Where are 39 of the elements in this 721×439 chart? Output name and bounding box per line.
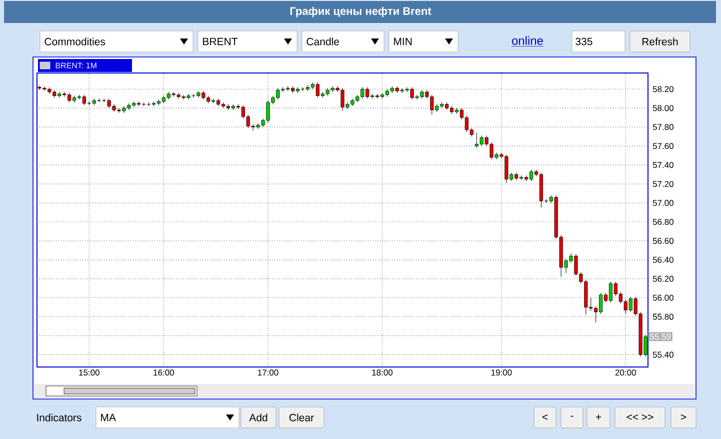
y-tick-label: 55.80 xyxy=(652,314,674,320)
text: Clear xyxy=(289,414,314,422)
text: + xyxy=(596,414,602,420)
y-tick-label: 56.20 xyxy=(652,276,674,282)
y-tick-label: 57.20 xyxy=(652,180,674,187)
text: MA xyxy=(101,414,116,422)
text: MIN xyxy=(394,38,412,46)
x-tick-label: 15:00 xyxy=(79,370,100,376)
text: BRENT: 1M xyxy=(56,62,96,68)
y-tick-label: 56.60 xyxy=(652,238,674,244)
y-tick-label: 55.40 xyxy=(652,352,674,358)
x-tick-label: 17:00 xyxy=(258,370,278,376)
text: - xyxy=(570,416,574,417)
text: < xyxy=(542,414,548,420)
y-tick-label: 56.80 xyxy=(652,218,674,225)
text: Indicators xyxy=(37,414,82,422)
y-tick-label: 57.00 xyxy=(652,200,674,206)
text: Add xyxy=(249,414,268,422)
text: << >> xyxy=(626,414,654,420)
y-tick-label: 57.80 xyxy=(652,124,674,130)
y-tick-label: 56.40 xyxy=(652,256,674,263)
text: 335 xyxy=(576,38,592,46)
text: online xyxy=(512,36,543,45)
x-tick-label: 19:00 xyxy=(491,370,512,376)
text: Commodities xyxy=(44,38,106,46)
y-tick-label: 58.20 xyxy=(652,86,674,92)
y-tick-label: 56.00 xyxy=(652,294,674,301)
text: Refresh xyxy=(642,38,678,46)
text: BRENT xyxy=(203,38,238,46)
text: Candle xyxy=(306,38,339,46)
y-tick-label: 58.00 xyxy=(652,105,674,112)
y-tick-label: 57.60 xyxy=(652,143,674,150)
text: > xyxy=(680,414,686,420)
y-tick-label: 57.40 xyxy=(652,162,674,168)
x-tick-label: 20:00 xyxy=(615,370,636,376)
x-tick-label: 16:00 xyxy=(154,370,174,376)
annotation: 55.59 xyxy=(650,334,671,340)
x-tick-label: 18:00 xyxy=(372,370,393,376)
chart-title: График цены нефти Brent xyxy=(290,6,432,18)
